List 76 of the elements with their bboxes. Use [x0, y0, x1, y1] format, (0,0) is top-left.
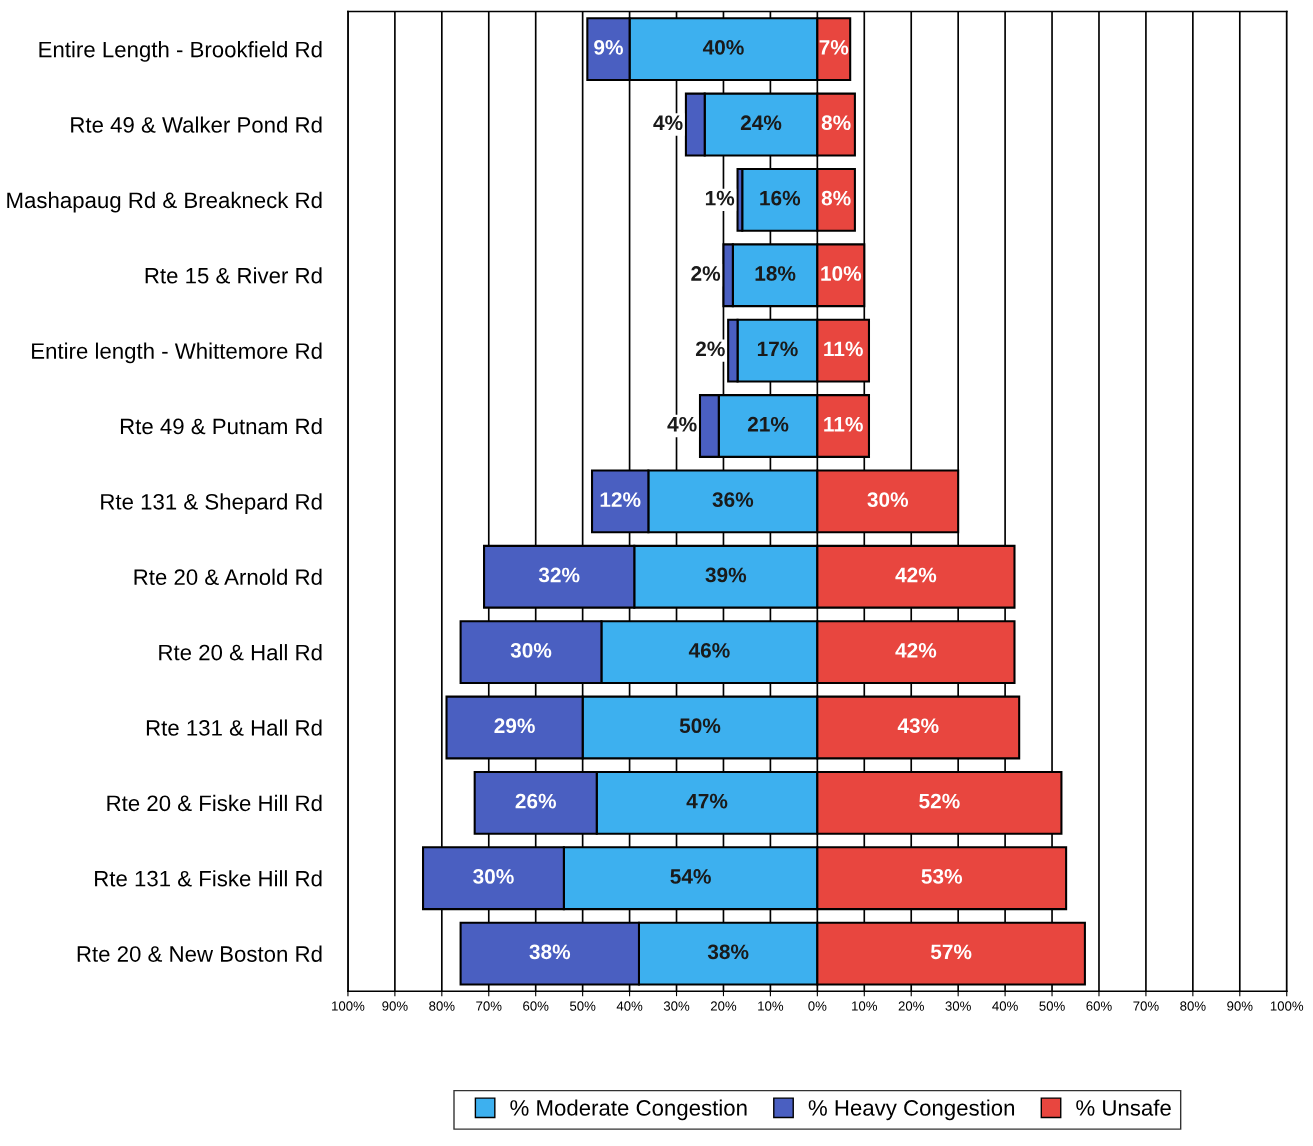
x-tick-label: 30%: [945, 1001, 971, 1011]
data-label: 18%: [755, 266, 796, 281]
x-tick-label: 10%: [758, 1001, 784, 1011]
x-tick-label: 60%: [523, 1001, 549, 1011]
data-label: 26%: [515, 793, 556, 809]
legend-label: % Unsafe: [1076, 1099, 1171, 1116]
data-label: 7%: [819, 40, 849, 55]
data-label: 40%: [702, 39, 744, 55]
y-tick-label: Rte 131 & Fiske Hill Rd: [95, 870, 322, 887]
data-label: 8%: [821, 115, 851, 131]
data-label: 30%: [867, 492, 909, 507]
data-label: 30%: [473, 869, 514, 884]
data-label: 8%: [821, 190, 851, 206]
y-tick-label: Rte 15 & River Rd: [145, 267, 322, 284]
x-tick-label: 20%: [710, 1001, 737, 1011]
y-tick-label: Rte 20 & New Boston Rd: [77, 945, 322, 962]
legend-label: % Heavy Congestion: [808, 1099, 1015, 1121]
x-tick-label: 90%: [1227, 1001, 1253, 1011]
x-tick-label: 90%: [382, 1001, 408, 1011]
y-tick-label: Rte 131 & Shepard Rd: [101, 493, 322, 515]
y-tick-label: Entire length - Whittemore Rd: [32, 342, 322, 364]
y-tick-label: Rte 49 & Putnam Rd: [120, 417, 322, 435]
x-tick-label: 60%: [1086, 1001, 1112, 1011]
data-label: 10%: [821, 266, 862, 281]
y-tick-label: Entire Length - Brookfield Rd: [39, 41, 322, 62]
x-tick-label: 20%: [898, 1001, 924, 1011]
data-label: 11%: [824, 416, 863, 432]
x-tick-label: 10%: [852, 1001, 878, 1011]
x-tick-label: 100%: [1270, 1001, 1304, 1011]
data-label: 32%: [538, 567, 580, 583]
data-label: 39%: [705, 567, 747, 583]
x-tick-label: 70%: [476, 1001, 502, 1011]
x-tick-label: 50%: [1039, 1001, 1065, 1011]
x-tick-label: 40%: [616, 1001, 643, 1011]
x-tick-label: 100%: [332, 1001, 365, 1011]
data-label: 4%: [667, 416, 697, 432]
data-label: 2%: [695, 341, 725, 357]
y-tick-label: Rte 49 & Walker Pond Rd: [71, 116, 322, 133]
data-label: 54%: [670, 869, 711, 884]
y-tick-label: Rte 20 & Hall Rd: [159, 644, 322, 661]
data-label: 11%: [824, 341, 863, 357]
x-tick-label: 50%: [569, 1001, 596, 1011]
data-label: 38%: [707, 944, 749, 960]
data-label: 53%: [921, 869, 963, 884]
legend-label: % Moderate Congestion: [510, 1099, 747, 1121]
x-tick-label: 80%: [1180, 1001, 1206, 1011]
x-tick-label: 70%: [1133, 1001, 1159, 1011]
data-label: 52%: [919, 793, 960, 809]
data-label: 42%: [895, 642, 937, 658]
x-tick-label: 40%: [992, 1001, 1018, 1011]
x-tick-label: 0%: [808, 1001, 827, 1011]
data-label: 57%: [930, 944, 972, 960]
data-label: 17%: [757, 341, 798, 357]
data-label: 29%: [494, 718, 535, 734]
x-tick-label: 30%: [663, 1001, 690, 1011]
data-label: 16%: [760, 190, 801, 206]
data-label: 2%: [691, 266, 721, 281]
data-label: 4%: [653, 115, 683, 131]
data-label: 42%: [895, 567, 937, 583]
data-label: 9%: [594, 39, 623, 55]
y-tick-label: Rte 20 & Arnold Rd: [134, 568, 322, 586]
y-tick-label: Rte 131 & Hall Rd: [146, 719, 322, 736]
data-label: 12%: [600, 492, 641, 507]
x-tick-label: 80%: [429, 1001, 455, 1011]
data-label: 24%: [740, 115, 782, 131]
data-label: 36%: [712, 492, 754, 507]
data-label: 30%: [510, 642, 552, 658]
data-label: 43%: [897, 718, 939, 734]
data-label: 21%: [747, 416, 789, 432]
data-label: 46%: [688, 642, 730, 658]
y-tick-label: Rte 20 & Fiske Hill Rd: [107, 794, 322, 812]
y-tick-label: Mashapaug Rd & Breakneck Rd: [7, 191, 322, 213]
data-label: 38%: [529, 944, 571, 960]
data-label: 47%: [686, 793, 728, 809]
data-label: 50%: [679, 718, 721, 734]
data-label: 1%: [705, 190, 735, 206]
